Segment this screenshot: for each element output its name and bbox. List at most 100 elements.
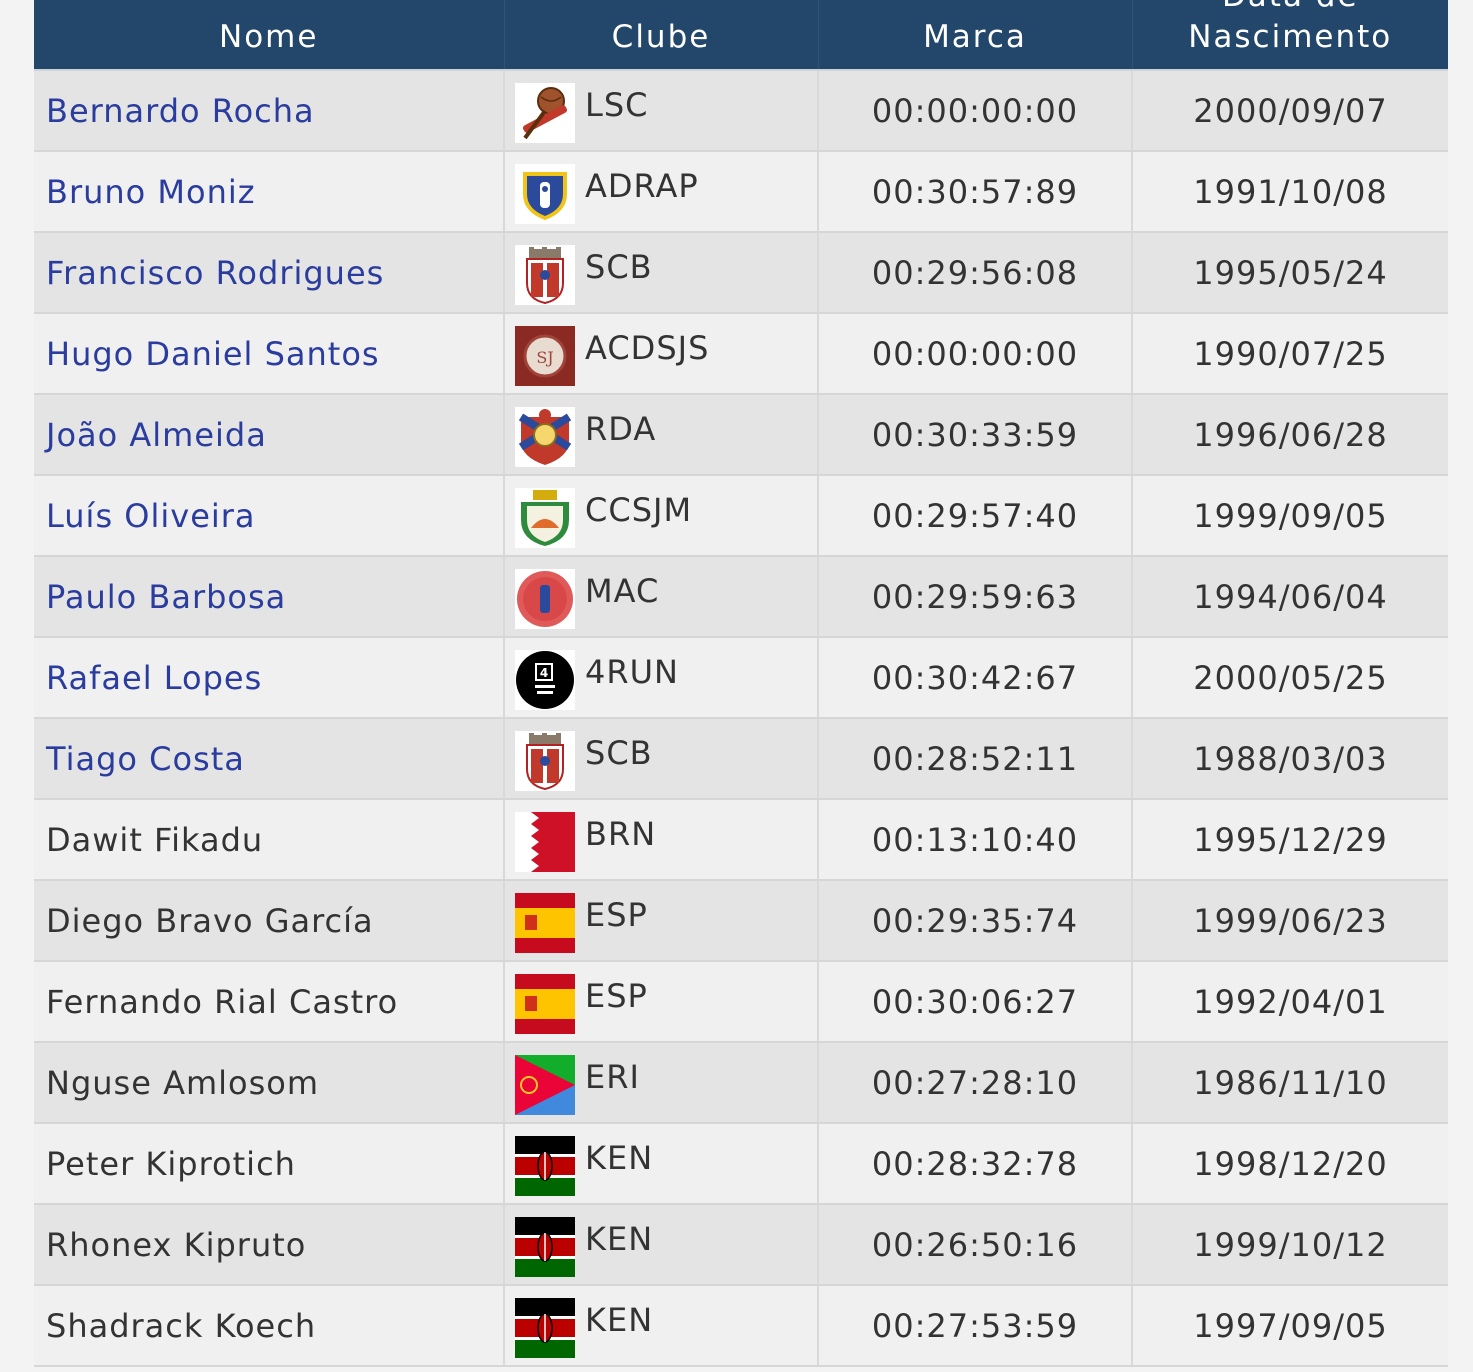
club-code: KEN [585, 1300, 654, 1339]
athlete-name: Shadrack Koech [34, 1285, 505, 1367]
table-body: Bernardo Rocha LSC 00:00:00:00 2000/09/07 Br… [34, 70, 1448, 1367]
athlete-name-link[interactable]: Luís Oliveira [34, 475, 505, 557]
club-code: RDA [585, 409, 657, 448]
athlete-name-link[interactable]: Rafael Lopes [34, 637, 505, 719]
table-row: Fernando Rial Castro ESP 00:30:06:27 1992/0… [34, 961, 1448, 1043]
mark-cell: 00:27:53:59 [818, 1285, 1133, 1367]
club-cell: ESP [504, 961, 819, 1043]
birthdate-cell: 1999/10/12 [1132, 1204, 1448, 1286]
club-cell: SCB [504, 232, 819, 314]
svg-text:SJ: SJ [536, 348, 553, 367]
table-row: Peter Kiprotich KEN 00:28:32:78 1998/12/20 [34, 1123, 1448, 1205]
svg-text:4: 4 [540, 666, 548, 680]
athlete-name-link[interactable]: Paulo Barbosa [34, 556, 505, 638]
table-row: Rafael Lopes 4 4RUN 00:30:42:67 2000/05/25 [34, 637, 1448, 719]
club-cell: ERI [504, 1042, 819, 1124]
table-row: Nguse Amlosom ERI 00:27:28:10 1986/11/10 [34, 1042, 1448, 1124]
athlete-name-link[interactable]: Bruno Moniz [34, 151, 505, 233]
column-header-mark[interactable]: Marca [818, 0, 1133, 71]
athlete-name: Dawit Fikadu [34, 799, 505, 881]
table-header: Nome Clube Marca Data de Nascimento [34, 0, 1448, 71]
club-code: SCB [585, 247, 653, 286]
athlete-name-link[interactable]: Bernardo Rocha [34, 70, 505, 152]
club-cell: SCB [504, 718, 819, 800]
club-cell: BRN [504, 799, 819, 881]
club-code: MAC [585, 571, 660, 610]
scb-logo-icon [515, 244, 575, 305]
club-cell: ESP [504, 880, 819, 962]
4run-logo-icon: 4 [515, 649, 575, 710]
birthdate-cell: 1986/11/10 [1132, 1042, 1448, 1124]
mark-cell: 00:13:10:40 [818, 799, 1133, 881]
club-code: 4RUN [585, 652, 679, 691]
club-code: ESP [585, 895, 648, 934]
athlete-name-link[interactable]: Tiago Costa [34, 718, 505, 800]
athlete-name-link[interactable]: Hugo Daniel Santos [34, 313, 505, 395]
club-code: LSC [585, 85, 649, 124]
scb-logo-icon [515, 730, 575, 791]
club-cell: CCSJM [504, 475, 819, 557]
mark-cell: 00:28:32:78 [818, 1123, 1133, 1205]
athlete-name-link[interactable]: Francisco Rodrigues [34, 232, 505, 314]
mark-cell: 00:29:59:63 [818, 556, 1133, 638]
birthdate-cell: 1996/06/28 [1132, 394, 1448, 476]
spain-flag-icon [515, 973, 575, 1034]
column-header-name[interactable]: Nome [34, 0, 505, 71]
club-code: ESP [585, 976, 648, 1015]
table-row: Francisco Rodrigues SCB 00:29:56:08 1995/05… [34, 232, 1448, 314]
mark-cell: 00:29:35:74 [818, 880, 1133, 962]
birthdate-cell: 1988/03/03 [1132, 718, 1448, 800]
ccsjm-logo-icon [515, 487, 575, 548]
column-header-birthdate[interactable]: Data de Nascimento [1132, 0, 1448, 71]
birthdate-cell: 1990/07/25 [1132, 313, 1448, 395]
mark-cell: 00:26:50:16 [818, 1204, 1133, 1286]
table-row: Rhonex Kipruto KEN 00:26:50:16 1999/10/12 [34, 1204, 1448, 1286]
table-row: Paulo Barbosa MAC 00:29:59:63 1994/06/04 [34, 556, 1448, 638]
table-row: Luís Oliveira CCSJM 00:29:57:40 1999/09/05 [34, 475, 1448, 557]
table-row: Shadrack Koech KEN 00:27:53:59 1997/09/05 [34, 1285, 1448, 1367]
athlete-name: Rhonex Kipruto [34, 1204, 505, 1286]
birthdate-cell: 2000/05/25 [1132, 637, 1448, 719]
birthdate-cell: 1994/06/04 [1132, 556, 1448, 638]
table-row: Dawit Fikadu BRN 00:13:10:40 1995/12/29 [34, 799, 1448, 881]
birthdate-cell: 1995/12/29 [1132, 799, 1448, 881]
club-cell: RDA [504, 394, 819, 476]
table-row: Hugo Daniel Santos SJ ACDSJS 00:00:00:00 199… [34, 313, 1448, 395]
kenya-flag-icon [515, 1216, 575, 1277]
table-row: Bruno Moniz ADRAP 00:30:57:89 1991/10/08 [34, 151, 1448, 233]
mark-cell: 00:29:56:08 [818, 232, 1133, 314]
birthdate-cell: 1991/10/08 [1132, 151, 1448, 233]
club-code: ACDSJS [585, 328, 710, 367]
club-code: KEN [585, 1138, 654, 1177]
club-cell: ADRAP [504, 151, 819, 233]
acdsjs-logo-icon: SJ [515, 325, 575, 386]
results-table: Nome Clube Marca Data de Nascimento Bern… [34, 0, 1448, 1367]
athlete-name: Nguse Amlosom [34, 1042, 505, 1124]
column-header-club[interactable]: Clube [504, 0, 819, 71]
table-row: Tiago Costa SCB 00:28:52:11 1988/03/03 [34, 718, 1448, 800]
club-code: ERI [585, 1057, 640, 1096]
mark-cell: 00:30:57:89 [818, 151, 1133, 233]
athlete-name-link[interactable]: João Almeida [34, 394, 505, 476]
club-code: SCB [585, 733, 653, 772]
birthdate-cell: 1992/04/01 [1132, 961, 1448, 1043]
lsc-logo-icon [515, 82, 575, 143]
club-cell: KEN [504, 1123, 819, 1205]
mark-cell: 00:00:00:00 [818, 313, 1133, 395]
adrap-logo-icon [515, 163, 575, 224]
birthdate-cell: 1999/09/05 [1132, 475, 1448, 557]
birthdate-cell: 1995/05/24 [1132, 232, 1448, 314]
mark-cell: 00:30:06:27 [818, 961, 1133, 1043]
mark-cell: 00:30:42:67 [818, 637, 1133, 719]
mark-cell: 00:00:00:00 [818, 70, 1133, 152]
birthdate-cell: 2000/09/07 [1132, 70, 1448, 152]
kenya-flag-icon [515, 1135, 575, 1196]
club-code: CCSJM [585, 490, 693, 529]
birthdate-cell: 1999/06/23 [1132, 880, 1448, 962]
club-cell: SJ ACDSJS [504, 313, 819, 395]
eritrea-flag-icon [515, 1054, 575, 1115]
table-row: Diego Bravo García ESP 00:29:35:74 1999/06/… [34, 880, 1448, 962]
birthdate-cell: 1998/12/20 [1132, 1123, 1448, 1205]
club-code: BRN [585, 814, 657, 853]
birthdate-cell: 1997/09/05 [1132, 1285, 1448, 1367]
